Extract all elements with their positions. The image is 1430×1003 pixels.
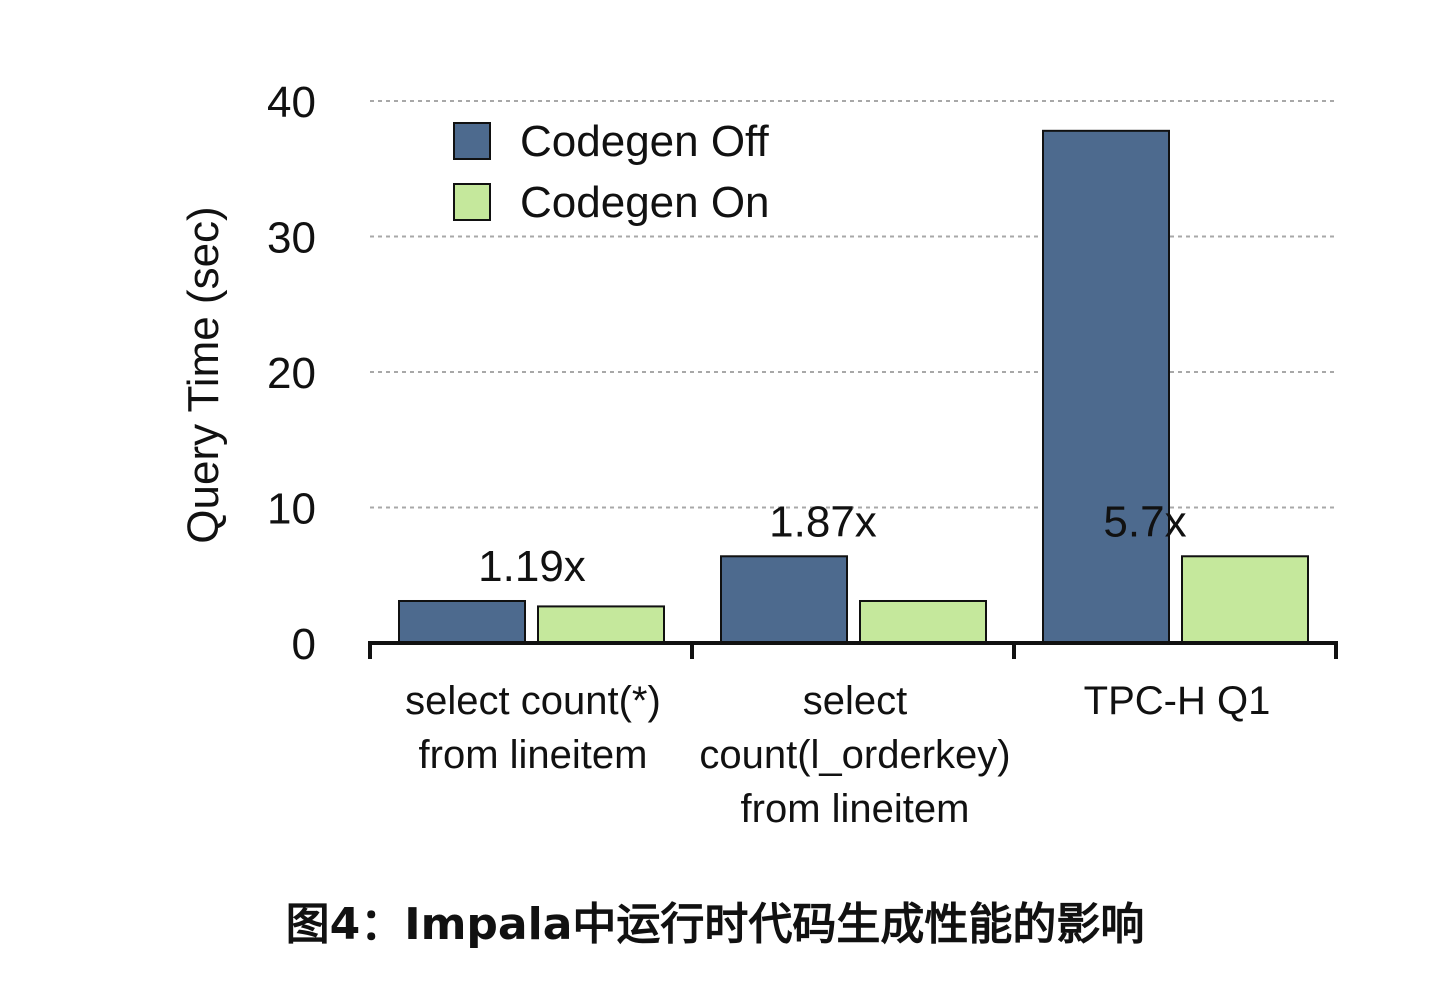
bar bbox=[720, 555, 848, 645]
x-tick-labels: select count(*) from lineitem select count(… bbox=[405, 679, 1270, 831]
bar bbox=[1042, 129, 1170, 644]
gridlines bbox=[370, 100, 1336, 509]
speedup-label: 1.87x bbox=[769, 497, 877, 546]
x-tick-label: select count(*) bbox=[405, 679, 661, 723]
y-tick-label: 40 bbox=[267, 78, 316, 127]
bar bbox=[859, 599, 987, 644]
bars bbox=[398, 129, 1309, 645]
x-tick-label: select bbox=[803, 679, 908, 723]
y-tick-label: 10 bbox=[267, 485, 316, 534]
legend-swatch bbox=[453, 183, 491, 221]
x-tick-label: from lineitem bbox=[419, 733, 648, 777]
legend-swatch bbox=[453, 122, 491, 160]
y-tick-label: 0 bbox=[292, 620, 316, 669]
y-tick-label: 30 bbox=[267, 214, 316, 263]
x-axis bbox=[368, 641, 1338, 659]
bar-chart: 0 10 20 30 40 Query Time (sec) select count(… bbox=[179, 78, 1338, 831]
y-tick-label: 20 bbox=[267, 349, 316, 398]
bar bbox=[537, 605, 665, 644]
bar bbox=[1181, 555, 1309, 645]
speedup-label: 5.7x bbox=[1103, 497, 1186, 546]
legend-label: Codegen On bbox=[520, 178, 770, 227]
speedup-label: 1.19x bbox=[478, 542, 586, 591]
legend-label: Codegen Off bbox=[520, 117, 769, 166]
speedup-annotations: 1.19x 1.87x 5.7x bbox=[478, 497, 1186, 591]
y-axis-label: Query Time (sec) bbox=[179, 206, 228, 543]
legend: Codegen Off Codegen On bbox=[453, 117, 770, 227]
figure-caption: 图4：Impala中运行时代码生成性能的影响 bbox=[285, 899, 1145, 950]
y-tick-labels: 0 10 20 30 40 bbox=[267, 78, 316, 669]
x-tick-label: from lineitem bbox=[741, 787, 970, 831]
x-tick-label: TPC-H Q1 bbox=[1084, 679, 1271, 723]
x-tick-label: count(l_orderkey) bbox=[699, 733, 1010, 777]
bar bbox=[398, 599, 526, 644]
